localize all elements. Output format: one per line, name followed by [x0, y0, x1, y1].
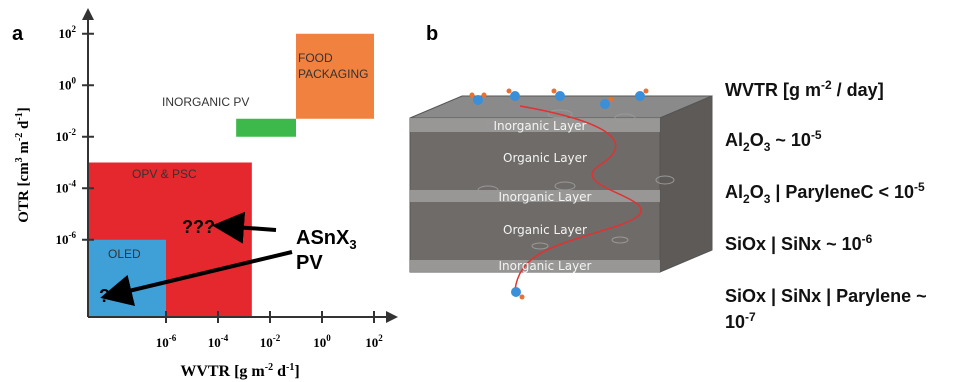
text-part: WVTR [g m: [725, 80, 821, 100]
text-part: Al: [725, 182, 743, 202]
text-part: SiOx | SiNx | Parylene ~: [725, 286, 927, 306]
tick-label-base: 10: [56, 180, 69, 195]
tick-label-base: 10: [260, 335, 273, 350]
label-part: ]: [16, 107, 32, 112]
label-part: m: [16, 141, 32, 158]
text-part: O: [750, 130, 764, 150]
tick-label: 102: [365, 333, 383, 350]
label-part: -2: [265, 362, 273, 373]
text-part: -6: [862, 232, 873, 246]
annotation: ???: [182, 217, 215, 237]
annotation-part: PV: [296, 252, 323, 274]
region-label: INORGANIC PV: [162, 95, 249, 109]
tick-label: 10-6: [156, 333, 177, 350]
tick-label-exponent: 0: [326, 333, 331, 343]
region-label: OLED: [108, 247, 141, 261]
text-part: 10: [725, 312, 745, 332]
tick-label-base: 10: [156, 335, 169, 350]
list-item: SiOx | SiNx ~ 10-6: [725, 232, 873, 254]
tick-label: 10-6: [56, 230, 77, 247]
tick-label: 102: [59, 24, 77, 41]
y-axis-label: OTR [cm3 m-2 d-1]: [14, 107, 32, 222]
region-label: OPV & PSC: [132, 167, 197, 181]
label-part: ]: [294, 363, 299, 380]
tick-label-exponent: -6: [169, 333, 177, 343]
label-part: -1: [286, 362, 294, 373]
layer-label: Organic Layer: [503, 223, 587, 237]
annotation-part: 3: [349, 237, 356, 252]
label-part: d: [273, 363, 286, 380]
panel-label: b: [426, 23, 438, 45]
tick-label-base: 10: [56, 129, 69, 144]
text-part: SiOx | SiNx ~ 10: [725, 234, 862, 254]
text-part: / day]: [832, 80, 884, 100]
tick-label: 10-4: [56, 178, 77, 195]
label-part: WVTR [g m: [180, 363, 265, 380]
tick-label-base: 10: [59, 77, 72, 92]
tick-label: 10-2: [56, 127, 77, 144]
list-item: Al2O3 ~ 10-5: [725, 128, 822, 154]
label-part: -1: [14, 112, 25, 120]
tick-label-exponent: -2: [69, 127, 77, 137]
text-part: | ParyleneC < 10: [770, 182, 914, 202]
tick-label-exponent: -2: [273, 333, 281, 343]
tick-label-base: 10: [59, 26, 72, 41]
tick-label-base: 10: [56, 232, 69, 247]
tick-label: 10-4: [208, 333, 229, 350]
tick-label-base: 10: [365, 335, 378, 350]
list-item: Al2O3 | ParyleneC < 10-5: [725, 180, 925, 206]
x-axis-label: WVTR [g m-2 d-1]: [180, 362, 299, 380]
tick-label-exponent: -6: [69, 230, 77, 240]
label-part: -2: [14, 133, 25, 141]
layer-label: Organic Layer: [503, 151, 587, 165]
annotation: ASnX3 PV: [296, 227, 357, 274]
annotation-part: ASnX: [296, 227, 350, 249]
tick-label-base: 10: [313, 335, 326, 350]
label-part: d: [16, 120, 32, 133]
tick-label-exponent: 2: [72, 24, 77, 34]
layer-label: Inorganic Layer: [494, 119, 587, 133]
tick-label-exponent: 2: [378, 333, 383, 343]
text-part: O: [750, 182, 764, 202]
tick-label-exponent: 0: [72, 75, 77, 85]
panel-label: a: [12, 23, 24, 45]
text-part: Al: [725, 130, 743, 150]
tick-label: 100: [59, 75, 77, 92]
label-part: OTR [cm: [16, 162, 32, 223]
figure: a b 10-610-410-210010210-610-410-2100102…: [0, 0, 966, 382]
list-item: SiOx | SiNx | Parylene ~ 10-7: [725, 286, 927, 332]
text-part: -2: [821, 78, 832, 92]
tick-label: 100: [313, 333, 331, 350]
tick-label-exponent: -4: [221, 333, 229, 343]
text-part: -7: [745, 310, 756, 324]
layer-label: Inorganic Layer: [499, 190, 592, 204]
text-part: -5: [811, 128, 822, 142]
tick-label-exponent: -4: [69, 178, 77, 188]
text-part: -5: [914, 180, 925, 194]
region-label-part: FOOD: [298, 51, 333, 65]
region: [236, 119, 296, 137]
tick-label-base: 10: [208, 335, 221, 350]
region-label-part: PACKAGING: [298, 67, 368, 81]
list-item: WVTR [g m-2 / day]: [725, 78, 884, 100]
layer-label: Inorganic Layer: [499, 259, 592, 273]
tick-label: 10-2: [260, 333, 281, 350]
text-part: ~ 10: [770, 130, 811, 150]
